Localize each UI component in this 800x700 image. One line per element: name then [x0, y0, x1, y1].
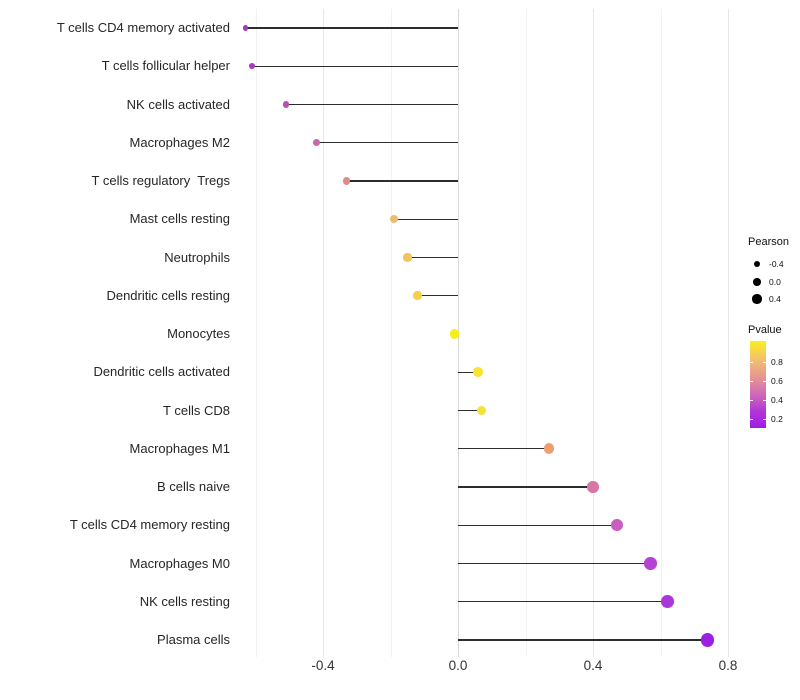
category-label: Plasma cells — [157, 632, 230, 647]
pvalue-gradient-bar — [750, 341, 766, 428]
legend-size-dot — [754, 261, 760, 267]
pvalue-tick-label: 0.2 — [771, 414, 783, 424]
major-gridline — [593, 9, 594, 657]
minor-gridline — [255, 9, 257, 657]
lollipop-stem — [458, 524, 617, 526]
lollipop-dot — [389, 215, 398, 224]
category-label: T cells CD8 — [163, 402, 230, 418]
pvalue-tick-label: 0.8 — [771, 357, 783, 367]
lollipop-stem — [316, 142, 458, 144]
category-label: Mast cells resting — [129, 211, 230, 227]
legend-size-dot — [753, 278, 761, 286]
lollipop-stem — [407, 256, 458, 259]
gradient-tick — [763, 381, 766, 382]
lollipop-stem — [346, 180, 458, 182]
minor-gridline — [390, 9, 392, 657]
category-label: B cells naive — [157, 479, 230, 494]
legend-size-dot — [752, 294, 762, 304]
legend-color-title: Pvalue — [748, 324, 782, 336]
category-label: T cells follicular helper — [101, 58, 230, 74]
gradient-tick — [750, 381, 753, 382]
gradient-tick — [763, 362, 766, 363]
lollipop-stem — [458, 371, 479, 373]
lollipop-dot — [476, 405, 487, 416]
category-label: T cells CD4 memory resting — [69, 517, 230, 533]
pvalue-tick-label: 0.6 — [771, 376, 783, 386]
lollipop-dot — [587, 481, 599, 493]
lollipop-dot — [450, 329, 460, 339]
minor-gridline — [660, 9, 662, 657]
lollipop-dot — [543, 443, 555, 455]
lollipop-stem — [458, 601, 668, 603]
lollipop-stem — [458, 409, 482, 412]
category-label: T cells regulatory Tregs — [91, 173, 230, 188]
category-label: NK cells activated — [126, 96, 230, 112]
lollipop-stem — [458, 486, 593, 488]
lollipop-stem — [252, 65, 458, 67]
pvalue-tick-label: 0.4 — [771, 395, 783, 405]
category-label: Macrophages M1 — [129, 440, 230, 456]
category-label: Monocytes — [167, 326, 230, 341]
category-label: NK cells resting — [139, 593, 230, 609]
x-axis-tick-label: 0.0 — [448, 658, 468, 673]
lollipop-dot — [644, 557, 657, 570]
lollipop-dot — [403, 253, 412, 262]
lollipop-dot — [312, 139, 320, 147]
lollipop-stem — [393, 218, 458, 220]
legend-size-label: 0.4 — [769, 294, 781, 304]
category-label: T cells CD4 memory activated — [56, 20, 230, 35]
major-gridline — [728, 9, 729, 657]
lollipop-stem — [285, 103, 458, 106]
gradient-tick — [750, 362, 753, 363]
legend-size-label: 0.0 — [769, 277, 781, 287]
lollipop-dot — [282, 101, 290, 108]
x-axis-tick-label: -0.4 — [311, 658, 335, 673]
gradient-tick — [750, 400, 753, 401]
gradient-tick — [750, 419, 753, 420]
lollipop-dot — [610, 519, 623, 532]
lollipop-dot — [660, 595, 674, 609]
category-label: Neutrophils — [164, 249, 230, 265]
category-label: Macrophages M2 — [129, 134, 230, 150]
lollipop-dot — [413, 291, 422, 300]
gradient-tick — [763, 419, 766, 420]
major-gridline — [323, 9, 324, 657]
minor-gridline — [525, 9, 527, 657]
category-label: Dendritic cells resting — [106, 287, 230, 303]
category-label: Dendritic cells activated — [93, 364, 230, 380]
lollipop-stem — [458, 639, 708, 641]
lollipop-stem — [458, 562, 651, 565]
lollipop-dot — [242, 25, 249, 31]
x-axis-tick-label: 0.8 — [718, 658, 738, 673]
lollipop-dot — [473, 367, 483, 377]
lollipop-dot — [701, 633, 715, 647]
lollipop-stem — [245, 27, 458, 29]
lollipop-stem — [417, 295, 458, 297]
lollipop-dot — [249, 63, 255, 70]
legend-size-label: -0.4 — [769, 259, 784, 269]
gradient-tick — [763, 400, 766, 401]
lollipop-stem — [458, 448, 550, 450]
x-axis-tick-label: 0.4 — [583, 658, 603, 673]
legend-size-title: Pearson — [748, 236, 789, 248]
lollipop-dot — [342, 177, 351, 185]
category-label: Macrophages M0 — [129, 555, 230, 571]
